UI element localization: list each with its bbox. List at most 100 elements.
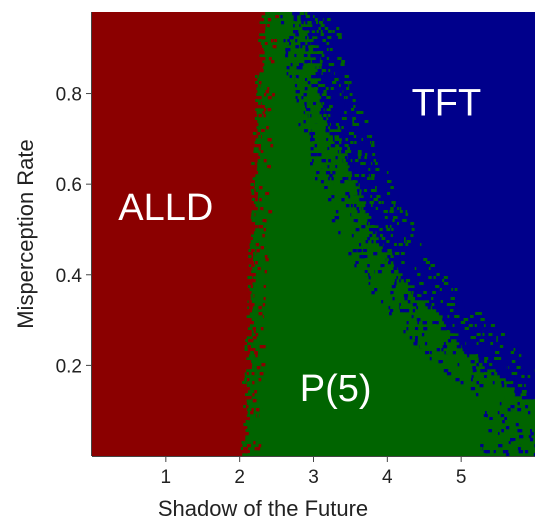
boundary-speck: [292, 99, 297, 103]
boundary-speck: [409, 264, 414, 268]
boundary-speck: [366, 168, 368, 172]
boundary-speck: [243, 423, 246, 427]
alld-band: [92, 261, 254, 265]
boundary-speck: [265, 249, 268, 253]
boundary-speck: [322, 69, 327, 73]
boundary-speck: [403, 216, 407, 220]
boundary-speck: [335, 123, 340, 127]
boundary-speck: [331, 72, 335, 76]
boundary-speck: [304, 60, 308, 64]
boundary-speck: [389, 210, 394, 214]
boundary-speck: [378, 270, 382, 274]
x-tick-label: 2: [234, 467, 245, 488]
boundary-speck: [265, 27, 269, 31]
boundary-speck: [374, 285, 378, 289]
boundary-speck: [261, 363, 266, 367]
boundary-speck: [310, 162, 313, 166]
boundary-speck: [516, 405, 519, 409]
boundary-speck: [270, 60, 275, 64]
boundary-speck: [253, 429, 257, 433]
boundary-speck: [253, 330, 256, 334]
boundary-speck: [260, 222, 265, 226]
boundary-speck: [365, 189, 371, 193]
boundary-speck: [249, 309, 252, 313]
boundary-speck: [253, 345, 256, 349]
boundary-speck: [315, 72, 320, 76]
boundary-speck: [368, 228, 372, 232]
boundary-speck: [375, 207, 378, 211]
boundary-speck: [303, 54, 308, 58]
boundary-speck: [388, 312, 392, 316]
boundary-speck: [368, 285, 372, 289]
boundary-speck: [265, 60, 268, 64]
boundary-speck: [466, 321, 469, 325]
boundary-speck: [273, 75, 277, 79]
boundary-speck: [248, 315, 252, 319]
boundary-speck: [316, 21, 320, 25]
alld-band: [92, 426, 251, 430]
boundary-speck: [264, 45, 269, 49]
boundary-speck: [527, 411, 531, 415]
boundary-speck: [257, 267, 261, 271]
boundary-speck: [521, 396, 526, 400]
boundary-speck: [336, 33, 340, 37]
boundary-speck: [323, 117, 327, 121]
boundary-speck: [251, 213, 255, 217]
boundary-speck: [500, 414, 505, 418]
boundary-speck: [347, 105, 352, 109]
alld-band: [92, 144, 261, 148]
boundary-speck: [298, 120, 303, 124]
boundary-speck: [258, 75, 262, 79]
boundary-speck: [266, 252, 270, 256]
boundary-speck: [344, 81, 349, 85]
boundary-speck: [381, 300, 384, 304]
alld-band: [92, 315, 247, 319]
boundary-speck: [453, 303, 456, 307]
boundary-speck: [524, 390, 527, 394]
boundary-speck: [521, 390, 526, 394]
tft-band: [364, 210, 535, 214]
alld-band: [92, 243, 250, 247]
boundary-speck: [256, 375, 260, 379]
boundary-speck: [422, 264, 425, 268]
boundary-speck: [324, 99, 330, 103]
alld-band: [92, 180, 255, 184]
boundary-speck: [360, 129, 363, 133]
boundary-speck: [296, 81, 301, 85]
boundary-speck: [254, 192, 259, 196]
boundary-speck: [427, 303, 431, 307]
boundary-speck: [251, 447, 255, 451]
boundary-speck: [482, 324, 485, 328]
alld-band: [92, 174, 256, 178]
boundary-speck: [524, 360, 529, 364]
boundary-speck: [372, 231, 376, 235]
tft-band: [391, 270, 535, 274]
boundary-speck: [342, 69, 345, 73]
boundary-speck: [309, 66, 312, 70]
boundary-speck: [440, 369, 444, 373]
alld-band: [92, 66, 263, 70]
boundary-speck: [497, 435, 502, 439]
boundary-speck: [329, 48, 332, 52]
boundary-speck: [306, 135, 309, 139]
boundary-speck: [369, 201, 374, 205]
boundary-speck: [351, 129, 355, 133]
boundary-speck: [398, 324, 402, 328]
boundary-speck: [352, 99, 356, 103]
boundary-speck: [368, 171, 373, 175]
alld-band: [92, 399, 247, 403]
tft-band: [371, 216, 535, 220]
boundary-speck: [298, 21, 301, 25]
tft-band: [366, 201, 535, 205]
boundary-speck: [289, 75, 292, 79]
boundary-speck: [259, 225, 264, 229]
tft-band: [322, 63, 535, 67]
boundary-speck: [333, 90, 336, 94]
boundary-speck: [511, 372, 516, 376]
boundary-speck: [420, 246, 424, 250]
boundary-speck: [475, 312, 480, 316]
tft-band: [340, 144, 535, 148]
alld-band: [92, 57, 266, 61]
tft-band: [314, 75, 535, 79]
boundary-speck: [501, 333, 505, 337]
